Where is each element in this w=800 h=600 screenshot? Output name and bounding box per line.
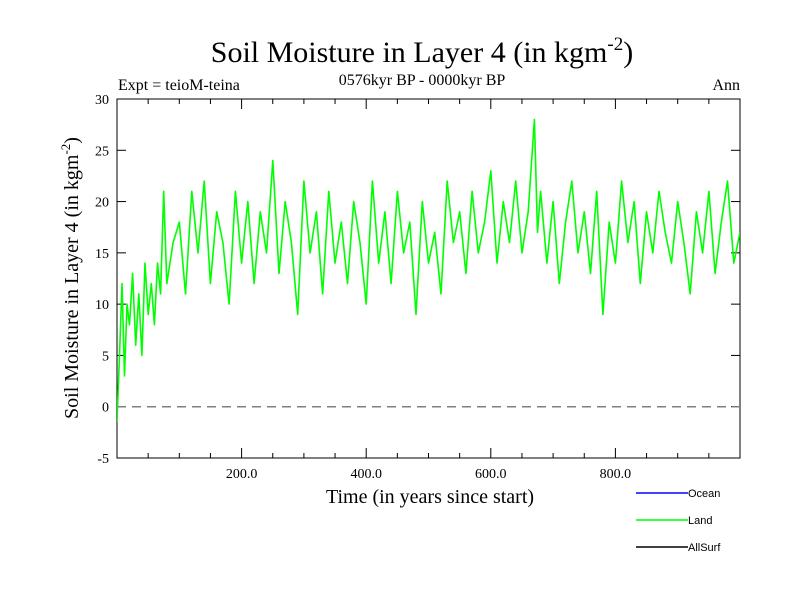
- y-tick-label: 25: [95, 144, 109, 159]
- y-tick-label: 20: [95, 196, 109, 211]
- chart-title: Soil Moisture in Layer 4 (in kgm-2): [211, 34, 633, 69]
- x-axis-ticks: 200.0 400.0 600.0 800.0: [147, 99, 710, 482]
- y-tick-label: 5: [102, 349, 109, 364]
- y-tick-label: 0: [102, 401, 109, 416]
- x-axis-label: Time (in years since start): [326, 486, 534, 508]
- series-line-land: [117, 118, 740, 423]
- series-layer: [117, 118, 740, 423]
- chart-subtitle: 0576kyr BP - 0000kyr BP: [339, 72, 506, 89]
- y-axis-label: Soil Moisture in Layer 4 (in kgm-2): [58, 137, 83, 419]
- legend-label-ocean: Ocean: [688, 488, 720, 500]
- x-tick-label: 200.0: [226, 467, 258, 482]
- y-tick-label: 10: [95, 298, 109, 313]
- x-tick-label: 800.0: [600, 467, 632, 482]
- legend-label-allsurf: AllSurf: [688, 542, 721, 554]
- experiment-label: Expt = teioM-teina: [118, 77, 240, 94]
- y-tick-label: 30: [95, 93, 109, 108]
- x-tick-label: 400.0: [350, 467, 382, 482]
- y-tick-label: 15: [95, 247, 109, 262]
- x-tick-label: 600.0: [475, 467, 507, 482]
- legend-label-land: Land: [688, 515, 712, 527]
- legend: Ocean Land AllSurf: [636, 488, 721, 554]
- season-label: Ann: [712, 77, 740, 94]
- y-tick-label: -5: [97, 452, 109, 467]
